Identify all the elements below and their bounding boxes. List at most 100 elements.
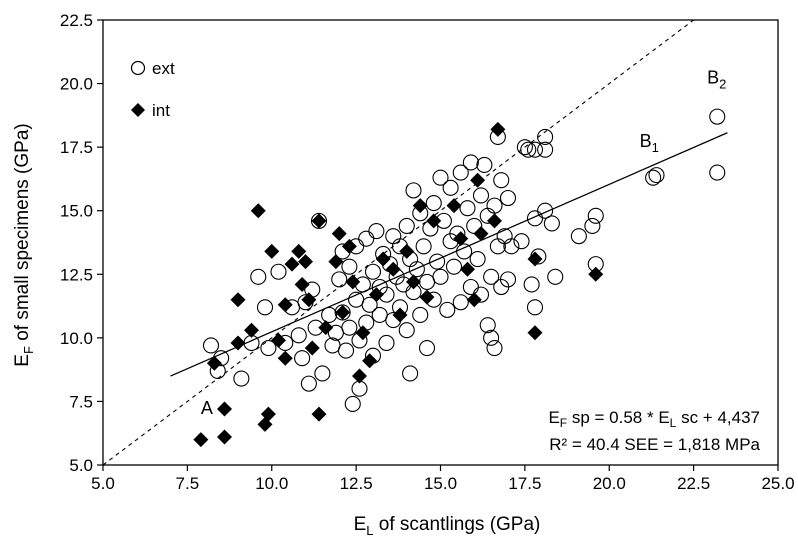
point-ext-120 — [709, 108, 726, 125]
x-tick-label-3: 12.5 — [340, 474, 373, 493]
point-int-4 — [230, 335, 246, 351]
point-int-28 — [352, 368, 367, 384]
point-int-27 — [345, 274, 361, 290]
point-int-25 — [335, 304, 351, 320]
x-tick-label-4: 15.0 — [424, 474, 457, 493]
point-ext-62 — [418, 273, 436, 290]
point-ext-91 — [486, 339, 503, 357]
point-ext-97 — [496, 228, 513, 245]
point-int-18 — [301, 292, 317, 308]
point-int-5 — [230, 292, 246, 308]
point-int-24 — [331, 226, 347, 242]
y-tick-label-6: 20.0 — [60, 75, 93, 94]
point-ext-80 — [462, 278, 479, 296]
point-ext-3 — [233, 370, 250, 387]
point-int-16 — [294, 276, 310, 292]
point-ext-110 — [537, 128, 554, 146]
y-tick-label-7: 22.5 — [60, 11, 93, 30]
legend: ext int — [130, 59, 175, 120]
point-ext-36 — [361, 296, 378, 313]
y-tick-label-4: 15.0 — [60, 202, 93, 221]
point-int-11 — [271, 332, 286, 348]
legend-int-label: int — [152, 101, 170, 120]
y-tick-label-1: 7.5 — [69, 392, 93, 411]
point-ext-8 — [270, 263, 287, 280]
point-int-46 — [490, 121, 506, 137]
x-tick-label-1: 7.5 — [176, 474, 200, 493]
point-int-47 — [487, 213, 502, 229]
point-ext-43 — [378, 334, 395, 351]
point-int-22 — [318, 320, 334, 336]
point-ext-103 — [513, 233, 530, 250]
point-int-37 — [412, 198, 428, 214]
annotation-b1: B1 — [640, 131, 659, 155]
point-int-6 — [244, 322, 259, 338]
point-ext-112 — [543, 215, 560, 232]
point-int-3 — [206, 355, 222, 371]
point-ext-98 — [499, 271, 517, 288]
regression-line — [170, 132, 728, 377]
point-ext-19 — [321, 306, 338, 324]
point-int-2 — [217, 401, 232, 417]
point-ext-38 — [364, 263, 382, 280]
point-ext-119 — [648, 167, 665, 184]
point-ext-46 — [385, 228, 402, 245]
point-int-10 — [264, 243, 280, 259]
point-ext-115 — [584, 217, 601, 235]
y-tick-label-2: 10.0 — [60, 329, 93, 348]
point-ext-102 — [520, 141, 537, 158]
point-int-17 — [298, 254, 313, 270]
point-ext-58 — [408, 261, 425, 278]
point-int-0 — [193, 432, 209, 448]
point-ext-79 — [459, 200, 476, 217]
point-ext-84 — [472, 187, 490, 204]
point-ext-101 — [516, 139, 533, 156]
point-ext-88 — [479, 317, 496, 334]
point-ext-100 — [503, 238, 520, 255]
point-ext-53 — [398, 322, 415, 339]
point-ext-67 — [429, 253, 446, 270]
point-ext-89 — [483, 268, 500, 285]
point-ext-54 — [402, 365, 419, 382]
point-ext-61 — [415, 238, 432, 255]
point-ext-12 — [294, 350, 311, 367]
x-tick-label-0: 5.0 — [91, 474, 115, 493]
point-int-14 — [284, 256, 300, 272]
point-int-32 — [375, 251, 391, 267]
point-int-34 — [392, 307, 408, 323]
point-ext-40 — [371, 306, 388, 324]
point-int-15 — [291, 243, 307, 259]
point-ext-116 — [587, 207, 604, 224]
point-ext-73 — [442, 179, 459, 196]
point-ext-90 — [483, 329, 500, 346]
point-int-23 — [328, 254, 344, 270]
point-ext-81 — [462, 154, 479, 171]
x-tick-label-8: 25.0 — [761, 474, 794, 493]
point-int-33 — [385, 261, 401, 277]
point-int-35 — [399, 243, 415, 259]
point-int-29 — [355, 325, 371, 341]
point-int-38 — [419, 289, 435, 305]
point-ext-0 — [202, 337, 220, 354]
point-int-1 — [217, 429, 232, 445]
y-tick-label-3: 12.5 — [60, 265, 93, 284]
point-ext-6 — [256, 299, 274, 316]
x-axis-title: EL of scantlings (GPa) — [354, 514, 541, 538]
legend-ext-marker — [130, 60, 146, 76]
point-int-9 — [257, 416, 273, 432]
point-ext-78 — [456, 243, 473, 260]
point-int-50 — [588, 266, 604, 282]
legend-int-marker — [131, 103, 145, 117]
point-ext-66 — [425, 195, 442, 212]
point-int-39 — [426, 213, 442, 229]
point-int-12 — [277, 350, 293, 366]
equation-line-1: EF sp = 0.58 * EL sc + 4,437 — [548, 408, 760, 430]
y-tick-label-0: 5.0 — [69, 456, 93, 475]
point-ext-104 — [523, 276, 540, 293]
point-ext-77 — [452, 294, 469, 311]
point-ext-57 — [405, 182, 422, 199]
point-ext-27 — [341, 319, 358, 336]
point-ext-99 — [499, 189, 517, 207]
point-ext-26 — [341, 258, 358, 275]
